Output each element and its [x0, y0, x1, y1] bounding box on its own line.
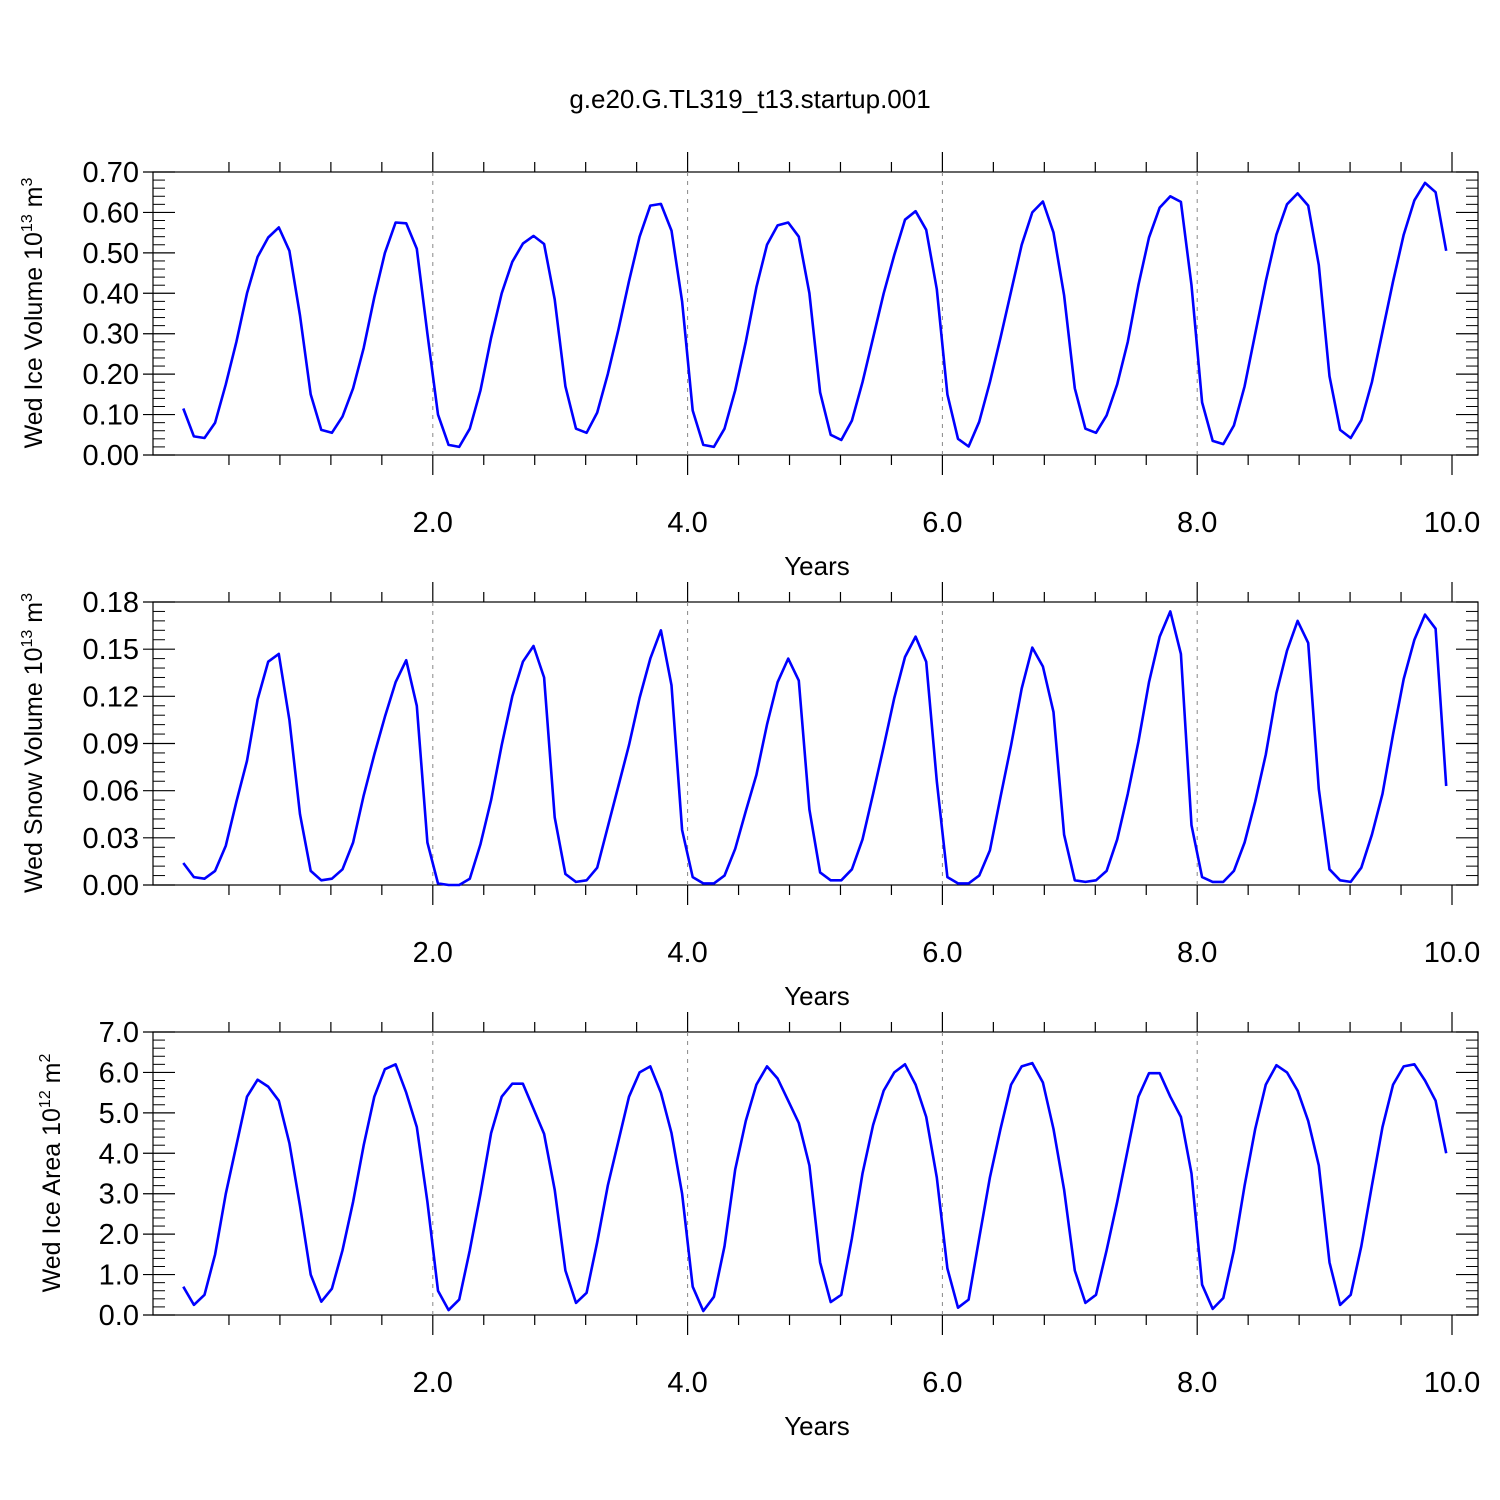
series-line	[182, 1061, 1448, 1313]
y-axis-label-unit: m	[20, 602, 48, 630]
y-tick-label: 6.0	[99, 1057, 139, 1089]
y-axis-label: Wed Ice Area 1012 m2	[37, 1053, 66, 1292]
plot-frame	[152, 171, 1479, 456]
y-tick-label: 5.0	[99, 1098, 139, 1130]
x-tick-label: 10.0	[1424, 937, 1480, 969]
y-tick-label: 0.03	[83, 823, 139, 855]
y-tick-label: 3.0	[99, 1179, 139, 1211]
x-tick-label: 4.0	[667, 507, 707, 539]
y-tick-label: 0.20	[83, 359, 139, 391]
y-axis-label-unit: m	[38, 1062, 66, 1090]
y-tick-label: 2.0	[99, 1219, 139, 1251]
x-tick-label: 8.0	[1177, 1367, 1217, 1399]
plot-frame	[152, 1031, 1479, 1316]
y-tick-label: 0.00	[83, 440, 139, 472]
y-axis-label-unit: m	[20, 186, 48, 214]
y-tick-label: 0.10	[83, 400, 139, 432]
series-line	[182, 181, 1448, 449]
y-tick-label: 0.50	[83, 238, 139, 270]
x-tick-label: 6.0	[922, 1367, 962, 1399]
y-axis-label: Wed Snow Volume 1013 m3	[19, 593, 48, 893]
chart-panel-3: 0.0 1.0 2.0 3.0 4.0 5.0 6.0 7.0 2.0 4.0 6.0 8.0 10.0…	[37, 1012, 1480, 1441]
y-tick-label: 0.30	[83, 319, 139, 351]
x-tick-label: 8.0	[1177, 507, 1217, 539]
x-tick-label: 4.0	[667, 1367, 707, 1399]
x-axis-label: Years	[784, 1411, 850, 1441]
chart-panel-1: 0.00 0.10 0.20 0.30 0.40 0.50 0.60 0.70 2.0 4.0 6.…	[19, 152, 1480, 581]
y-axis-label-text: Wed Ice Volume 10	[20, 232, 48, 448]
y-axis-label-unit-power: 3	[19, 177, 36, 186]
y-tick-label: 0.0	[99, 1300, 139, 1332]
y-axis-label-exponent: 12	[37, 1090, 54, 1108]
x-tick-label: 4.0	[667, 937, 707, 969]
y-tick-label: 0.00	[83, 870, 139, 902]
chart-panel-2: 0.00 0.03 0.06 0.09 0.12 0.15 0.18 2.0 4.0 6.0 8.0…	[19, 582, 1480, 1011]
x-axis-label: Years	[784, 551, 850, 581]
x-axis-label: Years	[784, 981, 850, 1011]
y-axis-label-text: Wed Snow Volume 10	[20, 647, 48, 893]
y-tick-label: 4.0	[99, 1138, 139, 1170]
y-axis-label-unit-power: 3	[19, 593, 36, 602]
y-tick-label: 0.12	[83, 681, 139, 713]
y-axis-label-exponent: 13	[19, 214, 36, 232]
y-axis-label-unit-power: 2	[37, 1053, 54, 1062]
x-tick-label: 6.0	[922, 507, 962, 539]
y-tick-label: 0.60	[83, 197, 139, 229]
x-tick-label: 10.0	[1424, 507, 1480, 539]
x-tick-label: 2.0	[413, 937, 453, 969]
y-axis-label: Wed Ice Volume 1013 m3	[19, 177, 48, 448]
x-tick-label: 8.0	[1177, 937, 1217, 969]
x-tick-label: 6.0	[922, 937, 962, 969]
chart-title: g.e20.G.TL319_t13.startup.001	[569, 84, 931, 114]
series-line	[182, 610, 1448, 887]
y-tick-label: 0.18	[83, 587, 139, 619]
y-tick-label: 0.06	[83, 776, 139, 808]
x-tick-label: 2.0	[413, 1367, 453, 1399]
y-tick-label: 0.40	[83, 278, 139, 310]
x-tick-label: 2.0	[413, 507, 453, 539]
y-tick-label: 0.09	[83, 729, 139, 761]
y-tick-label: 1.0	[99, 1260, 139, 1292]
y-tick-label: 7.0	[99, 1017, 139, 1049]
y-axis-label-text: Wed Ice Area 10	[38, 1108, 66, 1292]
y-axis-label-exponent: 13	[19, 630, 36, 648]
x-tick-label: 10.0	[1424, 1367, 1480, 1399]
y-tick-label: 0.70	[83, 157, 139, 189]
y-tick-label: 0.15	[83, 634, 139, 666]
